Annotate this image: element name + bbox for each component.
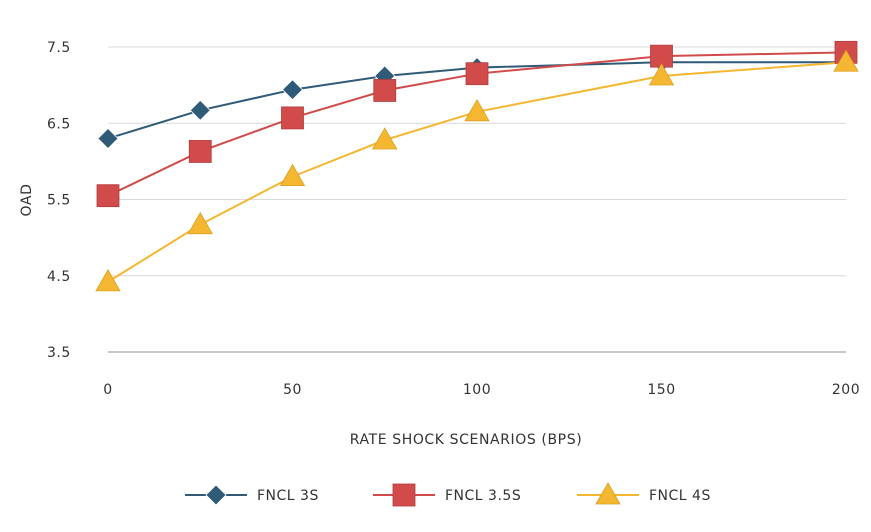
legend: FNCL 3S FNCL 3.5S FNCL 4S	[185, 482, 711, 507]
y-axis-ticks: 3.5 4.5 5.5 6.5 7.5	[47, 40, 71, 361]
data-point	[281, 79, 304, 101]
legend-label: FNCL 3S	[257, 488, 319, 504]
series-line	[107, 61, 847, 283]
y-tick-label: 3.5	[47, 345, 71, 361]
data-point	[281, 106, 304, 130]
data-point	[187, 211, 213, 235]
x-tick-label: 200	[832, 382, 860, 398]
x-tick-label: 50	[283, 382, 302, 398]
data-point	[279, 163, 306, 187]
data-point	[465, 62, 489, 86]
data-point	[648, 63, 675, 86]
data-point	[464, 99, 490, 122]
data-point	[373, 79, 397, 102]
legend-item: FNCL 4S	[577, 482, 711, 505]
legend-label: FNCL 3.5S	[445, 488, 521, 504]
x-tick-label: 150	[647, 382, 675, 398]
gridlines	[108, 46, 846, 353]
legend-item: FNCL 3S	[185, 484, 319, 506]
legend-label: FNCL 4S	[649, 488, 711, 504]
data-point	[189, 99, 211, 121]
y-tick-label: 4.5	[47, 269, 71, 285]
data-point	[372, 127, 398, 150]
x-tick-label: 0	[103, 382, 112, 398]
legend-marker	[392, 483, 416, 507]
legend-marker	[205, 484, 227, 506]
x-tick-label: 100	[463, 382, 491, 398]
data-point	[95, 269, 121, 292]
series-layer	[95, 40, 859, 292]
y-axis-title: OAD	[19, 184, 35, 217]
legend-item: FNCL 3.5S	[373, 483, 521, 507]
y-tick-label: 7.5	[47, 40, 71, 56]
data-point	[96, 184, 120, 208]
x-axis-ticks: 0 50 100 150 200	[103, 382, 860, 398]
x-axis-title: RATE SHOCK SCENARIOS (BPS)	[350, 432, 583, 448]
series-2	[107, 61, 847, 283]
series-markers-1	[96, 40, 858, 208]
legend-marker	[595, 482, 621, 505]
series-markers-2	[95, 49, 859, 292]
data-point	[188, 140, 212, 163]
data-point	[97, 127, 119, 150]
data-point	[833, 49, 859, 72]
y-tick-label: 5.5	[47, 193, 71, 209]
y-tick-label: 6.5	[47, 116, 71, 132]
